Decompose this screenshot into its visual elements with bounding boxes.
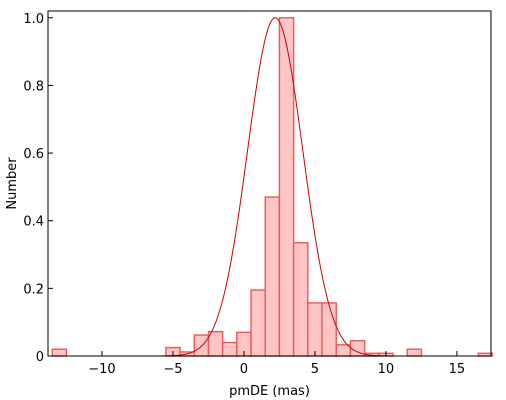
x-tick-label: 0 <box>240 362 248 377</box>
y-axis-ticks: 0 0.2 0.4 0.6 0.8 1.0 <box>23 12 53 365</box>
y-tick-label: 0.2 <box>23 282 44 297</box>
histogram-bar <box>221 341 238 357</box>
y-axis-label: Number <box>5 157 20 210</box>
histogram-bar <box>51 348 68 357</box>
x-tick-label: −5 <box>163 362 182 377</box>
y-tick-label: 1.0 <box>23 12 44 27</box>
y-tick-label: 0.4 <box>23 215 44 230</box>
histogram-bar <box>207 330 224 357</box>
histogram-bar <box>264 196 281 357</box>
x-tick-label: 10 <box>378 362 395 377</box>
histogram-bar <box>278 17 295 357</box>
histogram-bar <box>193 334 210 357</box>
histogram-bar <box>321 302 337 357</box>
histogram-bar <box>292 241 309 357</box>
x-tick-label: −10 <box>88 362 115 377</box>
y-tick-label: 0.6 <box>23 147 44 162</box>
histogram-bar <box>250 289 266 357</box>
x-axis-ticks: −10 −5 0 5 10 15 <box>88 351 465 377</box>
x-tick-label: 15 <box>449 362 466 377</box>
histogram-bar <box>335 344 352 357</box>
x-tick-label: 5 <box>311 362 319 377</box>
plot-frame <box>47 10 492 357</box>
histogram-bars <box>51 17 494 357</box>
histogram-bar <box>406 348 423 357</box>
y-tick-label: 0 <box>36 350 44 365</box>
x-axis-label: pmDE (mas) <box>229 384 310 399</box>
y-tick-label: 0.8 <box>23 79 44 94</box>
histogram-bar <box>307 302 323 357</box>
